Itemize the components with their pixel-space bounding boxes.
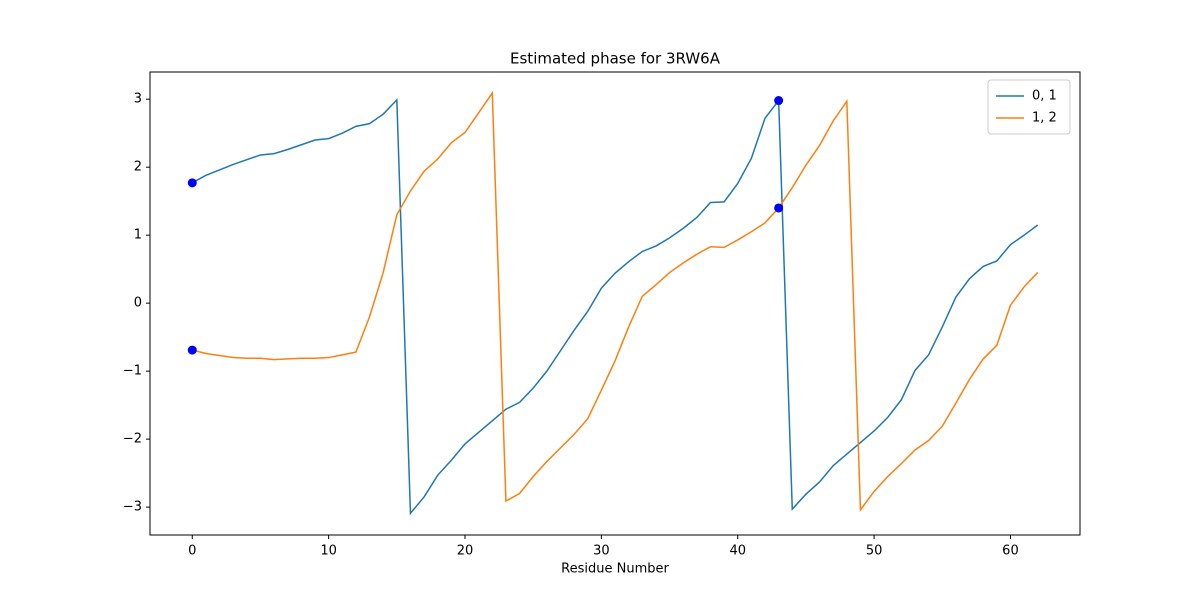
x-tick-label: 10: [320, 544, 337, 559]
legend-label: 0, 1: [1032, 89, 1057, 104]
x-tick-label: 60: [1002, 544, 1019, 559]
y-tick-label: −2: [123, 432, 142, 447]
y-tick-label: −1: [123, 364, 142, 379]
highlight-point: [187, 345, 197, 355]
y-tick-label: 2: [134, 160, 142, 175]
x-tick-label: 50: [866, 544, 883, 559]
y-tick-label: 3: [134, 92, 142, 107]
chart-title: Estimated phase for 3RW6A: [510, 50, 721, 68]
plot-frame: [149, 71, 1081, 536]
x-tick-label: 20: [457, 544, 474, 559]
highlight-point: [774, 96, 784, 106]
x-tick-label: 40: [729, 544, 746, 559]
y-tick-label: 0: [134, 296, 142, 311]
x-tick-label: 0: [188, 544, 196, 559]
y-tick-label: 1: [134, 228, 142, 243]
line-series: [192, 90, 1039, 513]
legend-box: [987, 79, 1071, 135]
line-series: [191, 98, 1039, 516]
highlight-point: [774, 203, 784, 213]
x-axis-label: Residue Number: [561, 562, 669, 577]
x-tick-label: 30: [593, 544, 610, 559]
y-tick-label: −3: [123, 500, 142, 515]
legend-label: 1, 2: [1032, 111, 1057, 126]
highlight-point: [187, 178, 197, 188]
